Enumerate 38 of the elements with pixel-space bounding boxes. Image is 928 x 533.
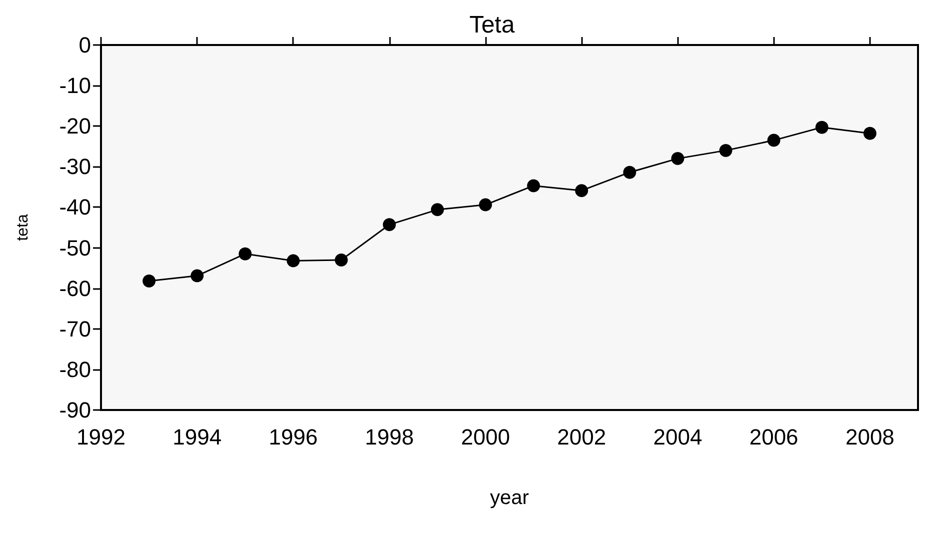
x-tick-label: 1992: [76, 424, 126, 450]
chart-title: Teta: [469, 12, 516, 38]
y-tick-label: -50: [59, 235, 91, 260]
y-tick-label: -70: [59, 316, 91, 342]
x-tick-label: 2004: [653, 424, 702, 450]
point: [334, 253, 348, 266]
y-tick-label: -60: [59, 276, 91, 301]
point: [238, 247, 252, 260]
point: [719, 144, 732, 157]
point: [527, 179, 540, 192]
y-axis-title: teta: [14, 214, 32, 241]
point: [382, 218, 396, 232]
point: [767, 134, 780, 147]
x-tick-label: 1996: [268, 424, 318, 450]
point: [575, 184, 588, 198]
point: [815, 120, 828, 134]
point: [286, 254, 300, 268]
x-axis-title: year: [490, 487, 530, 509]
point: [430, 203, 444, 216]
y-tick-label: -20: [59, 114, 91, 139]
x-tick-label: 1994: [172, 424, 222, 450]
y-tick-label: -30: [59, 154, 91, 180]
point: [142, 274, 156, 288]
x-tick-label: 2006: [749, 424, 798, 450]
x-tick-label: 2008: [845, 424, 894, 450]
point: [671, 152, 684, 166]
y-tick-label: -10: [59, 73, 91, 98]
point: [863, 126, 876, 140]
y-tick-label: -80: [59, 356, 91, 382]
point: [478, 198, 492, 212]
point: [623, 166, 636, 179]
x-tick-label: 2000: [460, 424, 510, 450]
x-tick-label: 1998: [364, 424, 414, 450]
point: [190, 269, 204, 282]
y-tick-label: -40: [59, 194, 91, 220]
y-tick-label: 0: [78, 32, 91, 58]
y-tick-label: -90: [59, 398, 91, 422]
x-tick-label: 2002: [557, 424, 606, 450]
